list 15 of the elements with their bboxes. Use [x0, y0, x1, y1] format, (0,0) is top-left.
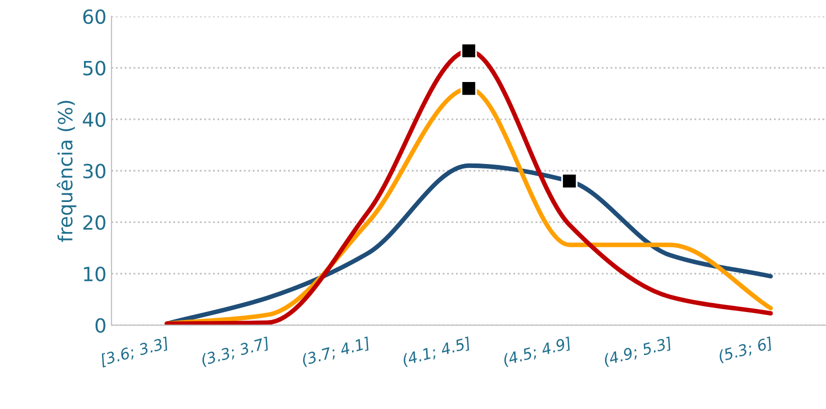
- y-tick-label: 50: [83, 60, 106, 76]
- x-tick-label: (4.9; 5.3]: [603, 336, 673, 368]
- y-tick-label: 10: [84, 266, 106, 282]
- y-tick-label: 20: [83, 215, 106, 230]
- y-axis-title: frequência (%): [56, 100, 76, 242]
- y-tick-label: 60: [83, 9, 106, 24]
- x-tick-label: (5.3; 6]: [718, 336, 774, 364]
- x-tick-label: (4.5; 4.9]: [502, 336, 572, 368]
- y-tick-label: 0: [96, 318, 106, 333]
- x-tick-label: (3.3; 3.7]: [200, 336, 270, 368]
- x-tick-label: (4.1; 4.5]: [402, 336, 472, 368]
- y-tick-label: 40: [82, 112, 106, 127]
- x-tick-label: [3.6; 3.3]: [99, 336, 170, 368]
- x-tick-label: (3.7; 4.1]: [301, 336, 371, 368]
- y-tick-label: 30: [83, 164, 106, 178]
